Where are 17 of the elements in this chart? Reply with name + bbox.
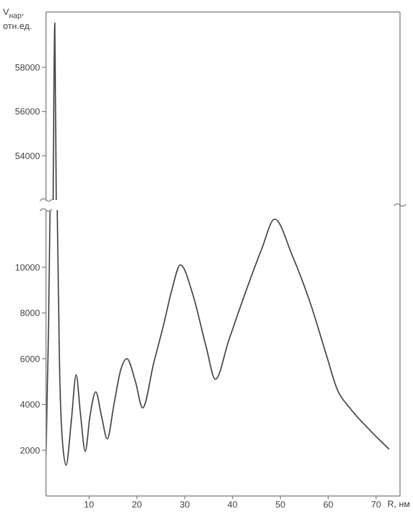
x-tick-label: 10 <box>84 499 94 510</box>
y-tick-label: 58000 <box>14 62 40 72</box>
x-tick-label: 60 <box>323 499 334 510</box>
y-tick-label: 56000 <box>14 106 40 117</box>
x-tick-label: 20 <box>132 499 142 510</box>
x-tick-label: 50 <box>275 499 286 510</box>
y-tick-label: 2000 <box>20 445 40 456</box>
y-tick-label: 10000 <box>14 262 40 272</box>
x-tick-label: 40 <box>228 499 238 510</box>
y-axis-title: V$_{нар}$, отн.ед. <box>3 7 33 32</box>
x-tick-label: 70 <box>371 499 382 510</box>
x-tick-label: 30 <box>180 499 190 510</box>
y-tick-label: 4000 <box>20 400 40 410</box>
y-tick-label: 8000 <box>20 308 40 318</box>
y-tick-label: 54000 <box>14 150 40 161</box>
y-tick-label: 6000 <box>20 354 40 364</box>
x-axis-title: R, нм <box>387 499 410 510</box>
